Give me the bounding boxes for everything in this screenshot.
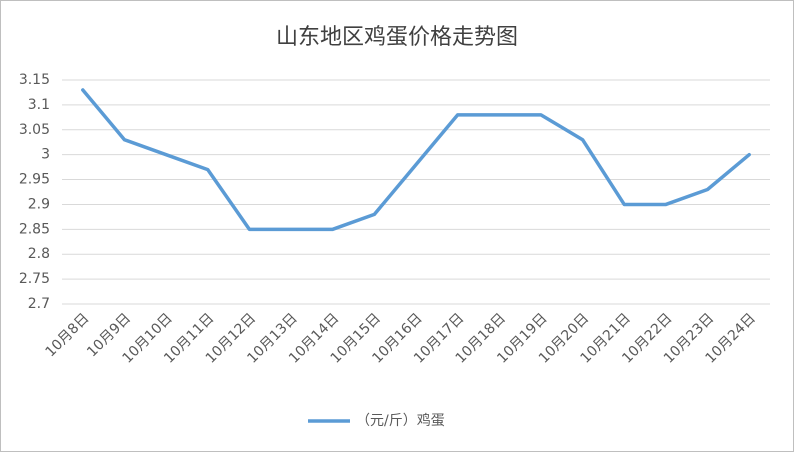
y-tick-label: 3.1 [28, 97, 50, 113]
y-tick-label: 3.15 [19, 72, 50, 88]
y-tick-label: 3 [41, 147, 50, 163]
data-line [81, 88, 751, 232]
legend-label: （元/斤）鸡蛋 [356, 412, 445, 429]
y-tick-label: 2.95 [19, 172, 50, 188]
y-tick-label: 2.9 [28, 196, 50, 212]
y-tick-label: 2.75 [19, 271, 50, 287]
y-tick-label: 3.05 [19, 122, 50, 138]
y-tick-label: 2.8 [28, 246, 50, 262]
y-tick-label: 2.85 [19, 221, 50, 237]
y-tick-label: 2.7 [28, 296, 50, 312]
chart-title: 山东地区鸡蛋价格走势图 [276, 25, 518, 50]
